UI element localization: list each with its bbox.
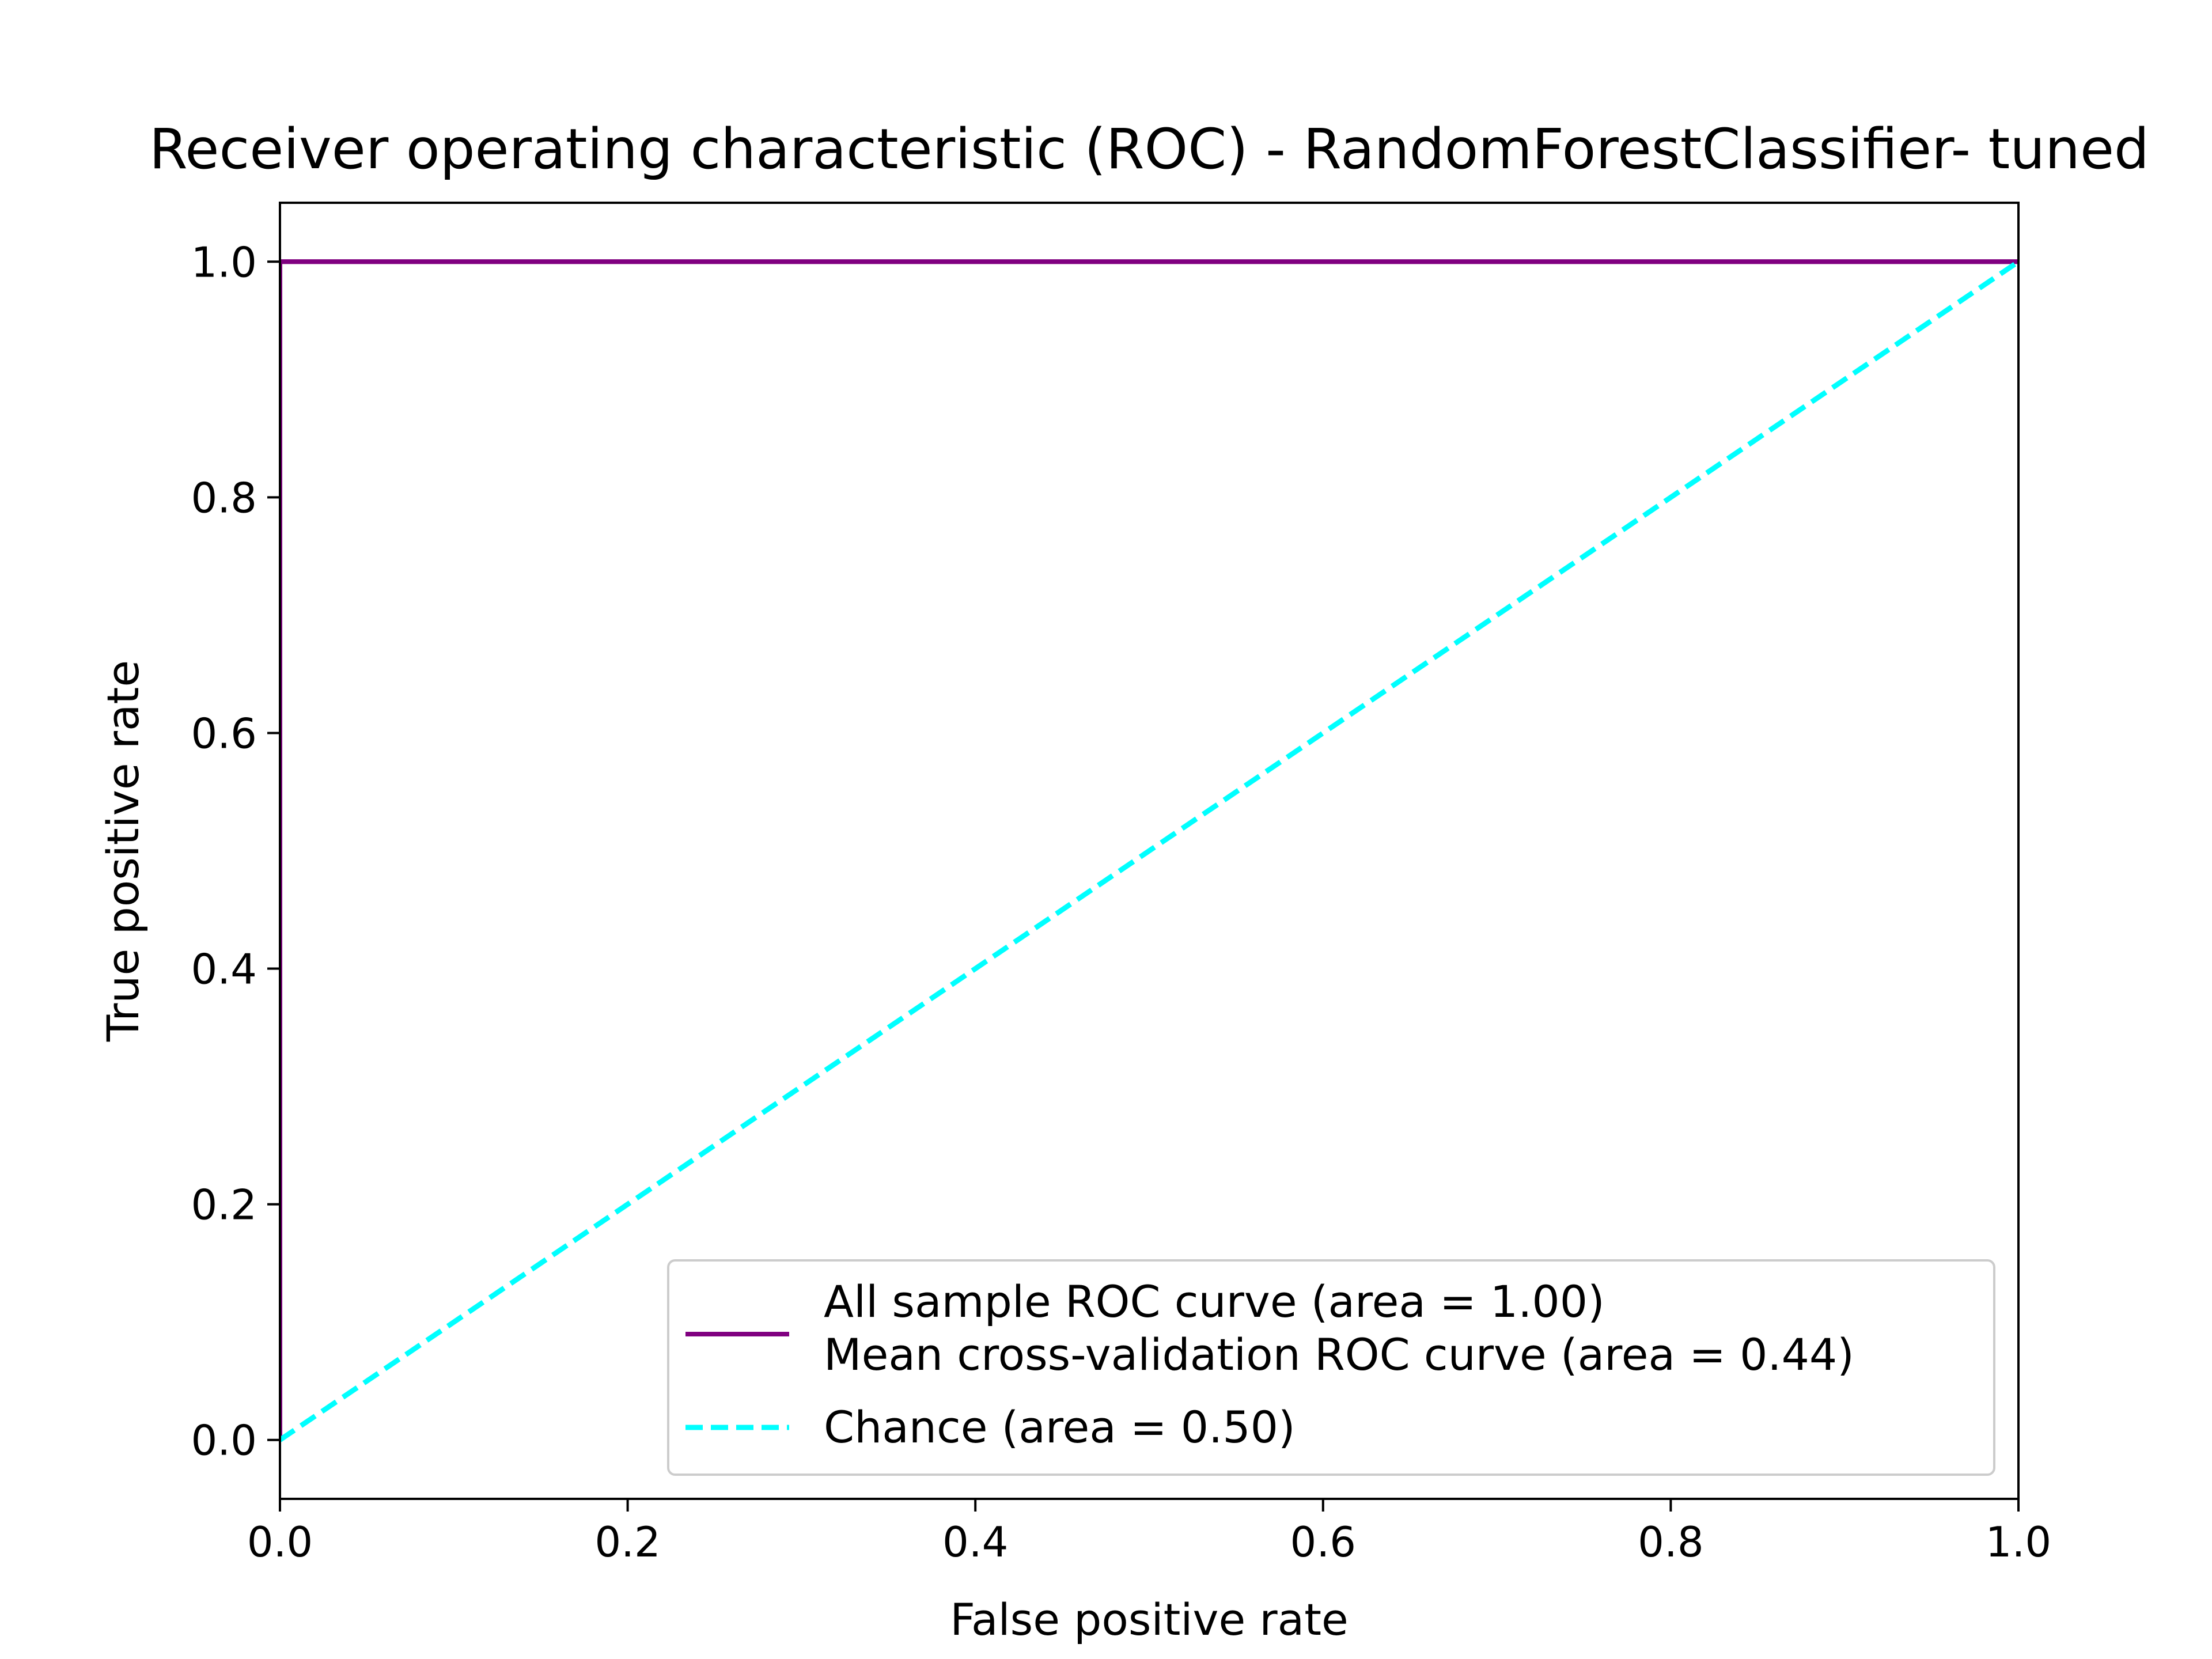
series-line-2	[280, 259, 2018, 1442]
series-layer	[280, 259, 2018, 1442]
x-tick-label-3: 0.6	[1290, 1518, 1357, 1566]
y-tick-label-0: 0.0	[191, 1416, 257, 1465]
x-tick-label-2: 0.4	[942, 1518, 1009, 1566]
legend-label-all-sample: All sample ROC curve (area = 1.00)	[824, 1276, 1605, 1327]
y-tick-label-2: 0.4	[191, 945, 257, 994]
x-axis: 0.0 0.2 0.4 0.6 0.8 1.0	[247, 1499, 2052, 1566]
legend: All sample ROC curve (area = 1.00) Mean …	[667, 1259, 1995, 1476]
x-tick-label-0: 0.0	[247, 1518, 313, 1566]
y-tick-label-5: 1.0	[191, 238, 257, 286]
y-tick-label-4: 0.8	[191, 474, 257, 522]
plot-frame	[279, 202, 2020, 1500]
y-tick-label-1: 0.2	[191, 1181, 257, 1229]
y-axis-label: True positive rate	[97, 660, 149, 1042]
legend-label-mean-cv: Mean cross-validation ROC curve (area = …	[824, 1329, 1854, 1380]
legend-box	[667, 1259, 1995, 1476]
y-axis: 0.0 0.2 0.4 0.6 0.8 1.0	[191, 238, 280, 1465]
chart-title: Receiver operating characteristic (ROC) …	[149, 117, 2149, 181]
x-axis-label: False positive rate	[950, 1594, 1349, 1645]
series-line-1	[280, 259, 2018, 1440]
y-tick-label-3: 0.6	[191, 709, 257, 757]
x-tick-label-1: 0.2	[594, 1518, 661, 1566]
legend-label-chance: Chance (area = 0.50)	[824, 1402, 1296, 1453]
x-tick-label-5: 1.0	[1986, 1518, 2052, 1566]
x-tick-label-4: 0.8	[1638, 1518, 1704, 1566]
